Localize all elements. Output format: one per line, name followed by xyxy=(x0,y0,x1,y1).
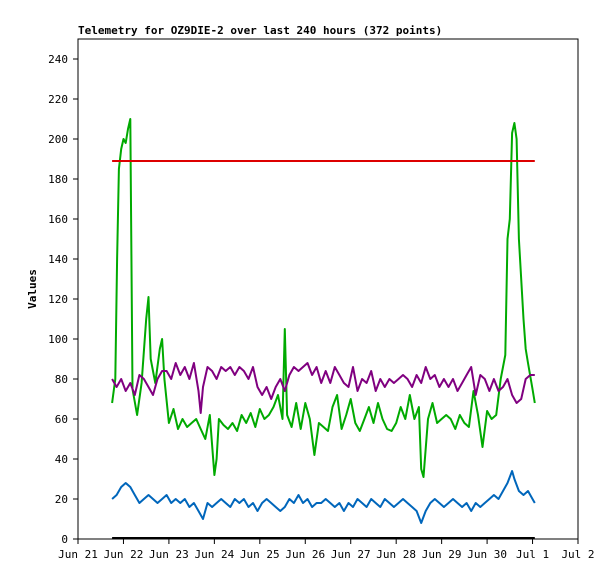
series-line-1 xyxy=(111,118,536,478)
y-tick-label: 120 xyxy=(48,293,68,306)
y-tick-label: 200 xyxy=(48,133,68,146)
chart-title: Telemetry for OZ9DIE-2 over last 240 hou… xyxy=(78,24,442,37)
y-tick-label: 140 xyxy=(48,253,68,266)
x-tick-label: Jun 30 xyxy=(467,548,507,561)
y-tick-label: 80 xyxy=(55,373,68,386)
y-tick-label: 60 xyxy=(55,413,68,426)
y-axis: 0 20 40 60 80 100 120 140 160 180 200 220 240 xyxy=(48,53,78,546)
y-tick-label: 40 xyxy=(55,453,68,466)
x-tick-label: Jul 1 xyxy=(516,548,549,561)
x-tick-label: Jul 2 xyxy=(561,548,594,561)
x-tick-label: Jun 25 xyxy=(240,548,280,561)
y-axis-label: Values xyxy=(26,269,39,309)
y-tick-label: 220 xyxy=(48,93,68,106)
x-axis: Jun 21 Jun 22 Jun 23 Jun 24 Jun 25 Jun 26 Jun … xyxy=(58,539,595,561)
x-tick-label: Jun 28 xyxy=(376,548,416,561)
x-tick-label: Jun 21 xyxy=(58,548,98,561)
x-tick-label: Jun 29 xyxy=(422,548,462,561)
x-tick-label: Jun 24 xyxy=(194,548,234,561)
y-tick-label: 180 xyxy=(48,173,68,186)
y-tick-label: 100 xyxy=(48,333,68,346)
x-tick-label: Jun 22 xyxy=(104,548,144,561)
y-tick-label: 20 xyxy=(55,493,68,506)
x-tick-label: Jun 27 xyxy=(331,548,371,561)
plot-frame xyxy=(77,38,579,540)
y-tick-label: 160 xyxy=(48,213,68,226)
x-tick-label: Jun 26 xyxy=(285,548,325,561)
y-tick-label: 240 xyxy=(48,53,68,66)
x-tick-label: Jun 23 xyxy=(149,548,189,561)
series-layer xyxy=(111,118,536,539)
y-tick-label: 0 xyxy=(61,533,68,546)
series-line-2 xyxy=(111,362,535,414)
series-line-3 xyxy=(111,470,536,524)
